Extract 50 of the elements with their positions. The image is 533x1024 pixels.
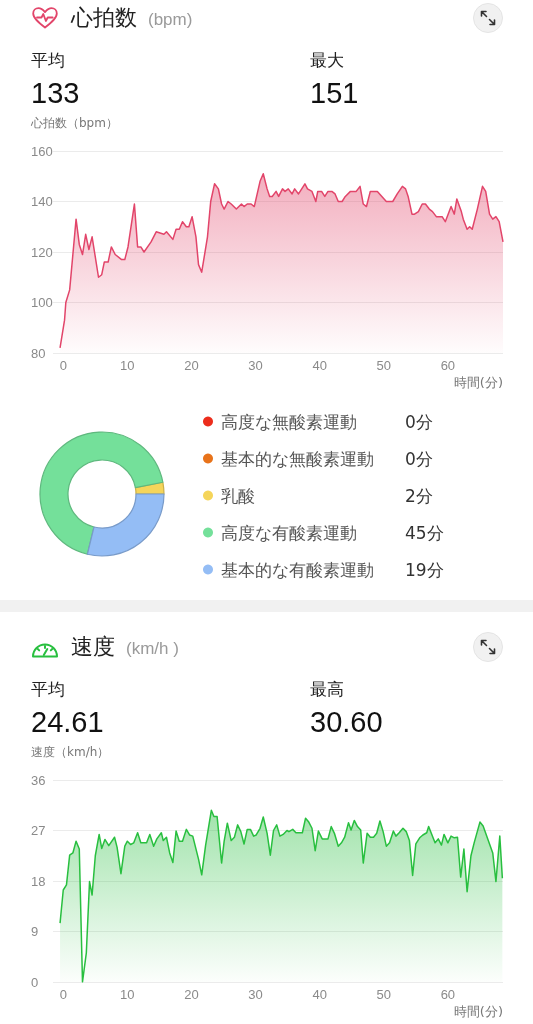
y-axis-title: 心拍数（bpm） (31, 115, 118, 131)
y-tick-label: 100 (31, 295, 53, 310)
x-tick-label: 60 (440, 358, 456, 373)
x-tick-label: 10 (120, 358, 135, 373)
y-tick-label: 18 (31, 873, 46, 889)
x-tick-label: 10 (120, 987, 135, 1002)
y-tick-label: 160 (31, 143, 53, 159)
data-label: 45分 (405, 522, 444, 543)
y-tick-label: 120 (31, 244, 53, 260)
legend-label: 基本的な無酸素運動 (221, 448, 374, 469)
x-tick-label: 50 (376, 987, 391, 1002)
y-tick-label: 27 (31, 823, 46, 838)
text: 133 (31, 76, 80, 110)
legend-label: 乳酸 (221, 485, 255, 506)
y-axis-title: 速度（km/h） (31, 744, 110, 760)
x-tick-label: 20 (184, 358, 199, 373)
text: 最大 (310, 49, 344, 71)
y-tick-label: 80 (31, 345, 46, 361)
text: 最高 (310, 678, 344, 700)
legend-label: 高度な無酸素運動 (221, 411, 357, 432)
x-axis-title: 時間(分) (453, 1004, 503, 1020)
x-tick-label: 40 (312, 987, 327, 1002)
x-tick-label: 0 (59, 987, 67, 1002)
chart-subtitle: (km/h ) (126, 639, 179, 659)
text: 24.61 (31, 705, 104, 739)
text: 30.60 (310, 705, 383, 739)
x-tick-label: 40 (312, 358, 327, 373)
text: 0分 (405, 411, 433, 432)
x-tick-label: 30 (248, 358, 263, 373)
text: 151 (310, 76, 359, 110)
x-tick-label: 60 (440, 987, 456, 1002)
x-tick-label: 20 (184, 987, 199, 1002)
y-tick-label: 36 (31, 772, 46, 788)
y-tick-label: 140 (31, 194, 53, 209)
legend-label: 高度な有酸素運動 (221, 522, 357, 543)
x-axis-title: 時間(分) (453, 375, 503, 391)
y-tick-label: 0 (31, 974, 39, 990)
x-tick-label: 50 (376, 358, 391, 373)
chart-subtitle: (bpm) (148, 10, 193, 30)
x-tick-label: 0 (59, 358, 67, 373)
data-label: 2分 (405, 485, 433, 506)
chart-title: 速度 (71, 633, 115, 661)
text: 0分 (405, 448, 433, 469)
legend-label: 基本的な有酸素運動 (221, 559, 374, 580)
chart-title: 心拍数 (71, 4, 137, 32)
x-tick-label: 30 (248, 987, 263, 1002)
text: 平均 (31, 49, 65, 71)
data-label: 19分 (405, 559, 444, 580)
y-tick-label: 9 (31, 924, 39, 939)
text: 平均 (31, 678, 65, 700)
